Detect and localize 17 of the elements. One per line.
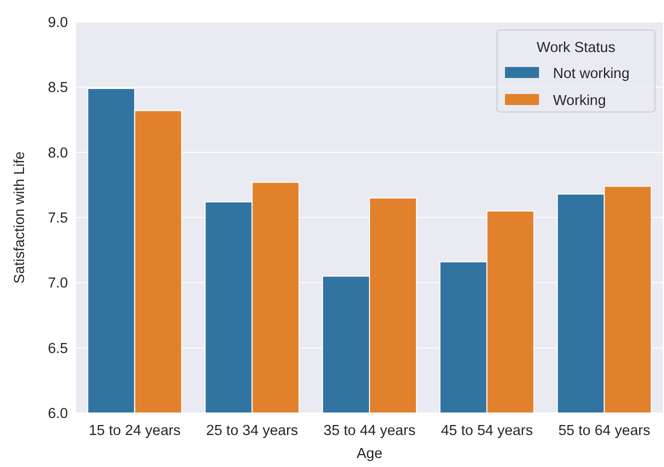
- x-axis-title: Age: [356, 446, 382, 462]
- y-axis-title: Satisfaction with Life: [12, 151, 28, 284]
- legend-label: Working: [553, 93, 606, 110]
- x-tick-label: 35 to 44 years: [324, 423, 416, 439]
- y-tick-label: 6.5: [48, 340, 68, 357]
- y-tick-label: 7.0: [48, 276, 68, 292]
- x-tick-label: 55 to 64 years: [558, 423, 650, 439]
- legend-label: Not working: [553, 66, 630, 82]
- y-tick-label: 8.5: [48, 80, 68, 96]
- y-tick-label: 7.5: [48, 210, 68, 227]
- y-tick-label: 8.0: [48, 145, 68, 162]
- x-tick-label: 45 to 54 years: [440, 423, 533, 439]
- y-tick-label: 9.0: [48, 15, 68, 32]
- x-tick-label: 15 to 24 years: [88, 423, 181, 439]
- y-tick-label: 6.0: [48, 406, 68, 422]
- x-tick-label: 25 to 34 years: [206, 423, 298, 439]
- legend-title: Work Status: [536, 40, 616, 56]
